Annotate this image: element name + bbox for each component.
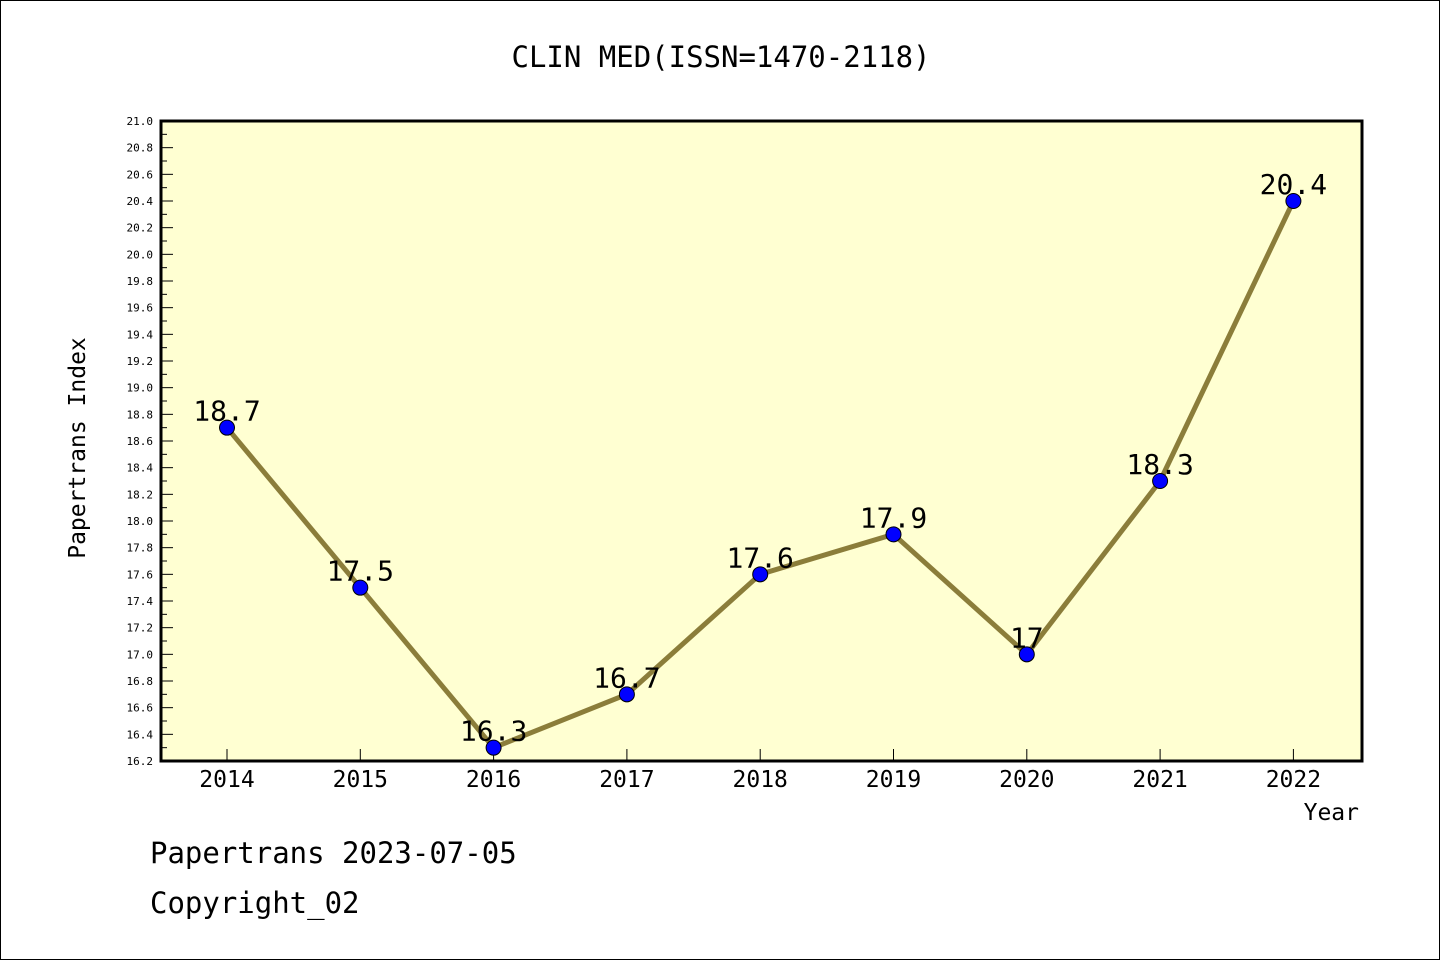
data-label: 18.7 [193, 395, 260, 428]
y-tick-label: 17.4 [127, 595, 154, 608]
y-tick-label: 18.8 [127, 408, 154, 421]
data-label: 18.3 [1126, 448, 1193, 481]
footer-date: Papertrans 2023-07-05 [150, 836, 517, 870]
y-tick-label: 16.4 [127, 728, 154, 741]
y-tick-label: 18.0 [127, 515, 154, 528]
y-tick-label: 20.8 [127, 142, 154, 155]
y-tick-label: 20.2 [127, 222, 154, 235]
y-tick-label: 18.4 [127, 462, 154, 475]
x-tick-label: 2022 [1266, 767, 1321, 793]
data-label: 16.3 [460, 715, 527, 748]
plot-border [159, 119, 1364, 763]
y-tick-label: 18.6 [127, 435, 154, 448]
y-tick-label: 19.6 [127, 302, 154, 315]
data-point [352, 579, 369, 596]
y-tick-label: 20.6 [127, 168, 154, 181]
y-tick-label: 16.8 [127, 675, 154, 688]
data-label: 17.5 [327, 555, 394, 588]
x-tick-label: 2018 [733, 767, 788, 793]
y-tick-label: 18.2 [127, 488, 154, 501]
data-point [618, 686, 635, 703]
y-tick-label: 21.0 [127, 115, 154, 128]
y-tick-label: 17.0 [127, 648, 154, 661]
y-axis-label: Papertrans Index [65, 337, 91, 559]
plot-area [161, 121, 1362, 761]
data-point [1152, 473, 1169, 489]
y-tick-label: 19.4 [127, 328, 154, 341]
data-labels: 18.7 17.5 16.3 16.7 17.6 17.9 17 18.3 20.4 [193, 168, 1327, 748]
x-tick-label: 2020 [999, 767, 1054, 793]
y-tick-label: 19.2 [127, 355, 154, 368]
x-tick-label: 2014 [199, 767, 254, 793]
data-point [1285, 193, 1302, 209]
y-axis: 16.2 16.4 16.6 16.8 17.0 17.2 17.4 17.6 17.8 18.0… [127, 115, 173, 768]
y-tick-label: 16.2 [127, 755, 154, 768]
data-label: 17.9 [860, 501, 927, 534]
x-tick-label: 2017 [599, 767, 654, 793]
footer-copyright: Copyright_02 [150, 886, 360, 920]
x-tick-label: 2016 [466, 767, 521, 793]
data-points [219, 193, 1302, 756]
data-label: 20.4 [1260, 168, 1327, 201]
data-label: 16.7 [593, 661, 660, 694]
y-tick-label: 17.8 [127, 542, 154, 555]
chart-title: CLIN MED(ISSN=1470-2118) [511, 40, 930, 74]
data-point [752, 566, 769, 583]
x-axis-label: Year [1304, 800, 1359, 826]
x-tick-label: 2019 [866, 767, 921, 793]
data-point [485, 739, 502, 756]
data-point [1018, 646, 1035, 663]
x-tick-label: 2015 [333, 767, 388, 793]
data-point [219, 419, 235, 436]
data-label: 17.6 [726, 541, 793, 574]
y-tick-label: 20.0 [127, 248, 154, 261]
x-axis: 2014 2015 2016 2017 2018 2019 2020 2021 2022 [199, 749, 1321, 793]
data-point [885, 526, 902, 543]
x-tick-label: 2021 [1132, 767, 1187, 793]
y-tick-label: 16.6 [127, 702, 154, 715]
y-tick-label: 19.0 [127, 382, 154, 395]
y-tick-label: 17.2 [127, 622, 154, 635]
y-tick-label: 19.8 [127, 275, 154, 288]
y-tick-label: 20.4 [127, 195, 154, 208]
data-label: 17 [1010, 621, 1044, 654]
y-tick-label: 17.6 [127, 568, 154, 581]
